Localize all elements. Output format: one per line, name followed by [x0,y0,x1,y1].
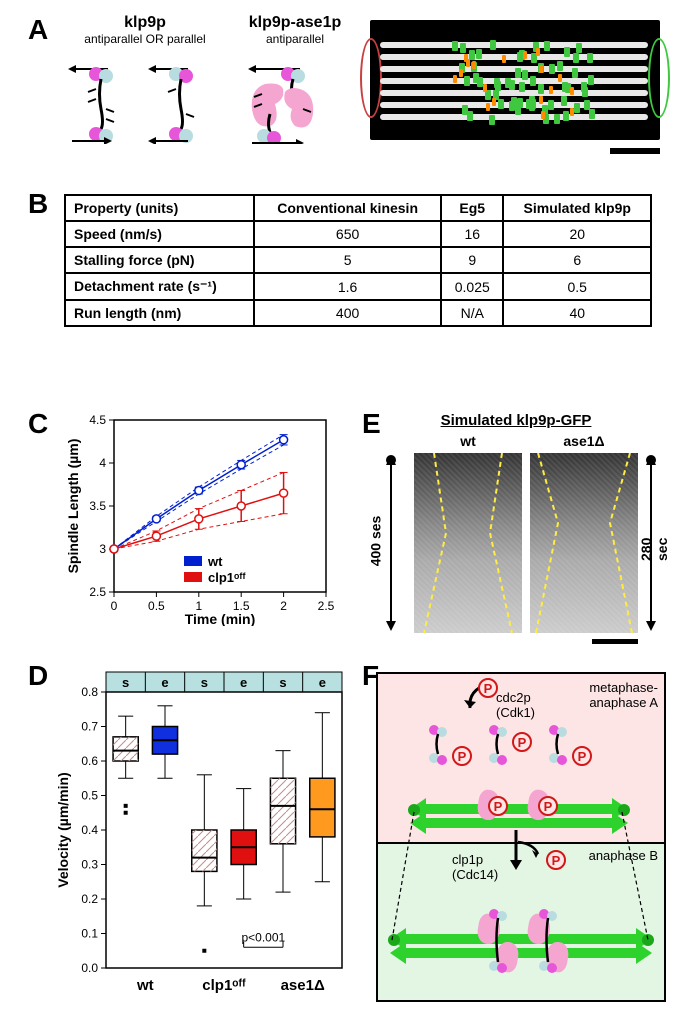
svg-text:4.5: 4.5 [89,414,106,427]
th-2: Eg5 [441,195,503,221]
th-1: Conventional kinesin [254,195,441,221]
svg-text:Velocity (µm/min): Velocity (µm/min) [55,772,71,887]
svg-text:wt: wt [207,554,223,569]
svg-text:e: e [319,675,326,690]
a-col2-sub: antiparallel [230,32,360,46]
svg-text:0.6: 0.6 [81,754,98,768]
panel-d-label: D [28,660,48,692]
svg-text:0.0: 0.0 [81,961,98,975]
a-col1-title: klp9p [70,14,220,32]
svg-text:Spindle Length (µm): Spindle Length (µm) [66,439,81,574]
svg-text:s: s [201,675,208,690]
svg-text:3.5: 3.5 [89,499,106,513]
svg-text:0.3: 0.3 [81,858,98,872]
a-col1-sub: antiparallel OR parallel [70,32,220,46]
motor-svg [60,54,360,144]
th-3: Simulated klp9p [503,195,651,221]
svg-text:ase1Δ: ase1Δ [281,977,325,994]
scalebar-e [592,639,638,644]
svg-text:0.5: 0.5 [148,599,165,613]
svg-text:0: 0 [111,599,118,613]
a-col2-title: klp9p-ase1p [230,14,360,32]
panel-a-label: A [28,14,48,46]
svg-text:4: 4 [99,456,106,470]
panel-b-label: B [28,188,48,220]
svg-text:Time (min): Time (min) [185,611,256,626]
svg-text:s: s [122,675,129,690]
kymo-col-ase1: ase1Δ [530,433,638,449]
kymograph-area: Simulated klp9p-GFP 400 ses wt ase1Δ 280… [374,412,666,633]
kymo-wt [414,453,522,633]
kymo-col-wt: wt [414,433,522,449]
svg-text:e: e [240,675,247,690]
svg-text:0.7: 0.7 [81,720,98,734]
th-0: Property (units) [65,195,254,221]
svg-text:2.5: 2.5 [318,599,335,613]
svg-text:0.5: 0.5 [81,789,98,803]
svg-text:0.1: 0.1 [81,927,98,941]
svg-text:0.4: 0.4 [81,823,98,837]
svg-text:wt: wt [136,977,154,994]
svg-text:0.8: 0.8 [81,685,98,699]
left-time-label: 400 ses [367,516,383,567]
svg-text:3: 3 [99,542,106,556]
svg-text:2.5: 2.5 [89,585,106,599]
svg-text:p<0.001: p<0.001 [241,930,285,944]
panel-a-simulation-image [370,20,660,140]
svg-text:clp1ᵒᶠᶠ: clp1ᵒᶠᶠ [202,977,246,994]
right-time-label: 280 sec [638,537,670,561]
velocity-boxplot: s e s e s e 0.0 0.1 0.2 0.3 0.4 0.5 0.6 0.7 0.8 Velocit… [54,668,348,998]
spindle-length-chart: 2.533.544.500.511.522.5Spindle Length (µ… [66,414,336,626]
kymo-ase1d [530,453,638,633]
svg-text:0.2: 0.2 [81,892,98,906]
svg-text:s: s [279,675,286,690]
properties-table: Property (units) Conventional kinesin Eg… [64,194,652,327]
kymo-title: Simulated klp9p-GFP [398,412,634,429]
scalebar-a [610,148,660,154]
panel-c-label: C [28,408,48,440]
svg-text:clp1ᵒᶠᶠ: clp1ᵒᶠᶠ [208,570,246,585]
model-diagram: metaphase- anaphase A cdc2p (Cdk1) P P P… [376,672,666,1002]
svg-text:2: 2 [280,599,287,613]
svg-text:e: e [161,675,168,690]
table-header-row: Property (units) Conventional kinesin Eg… [65,195,651,221]
